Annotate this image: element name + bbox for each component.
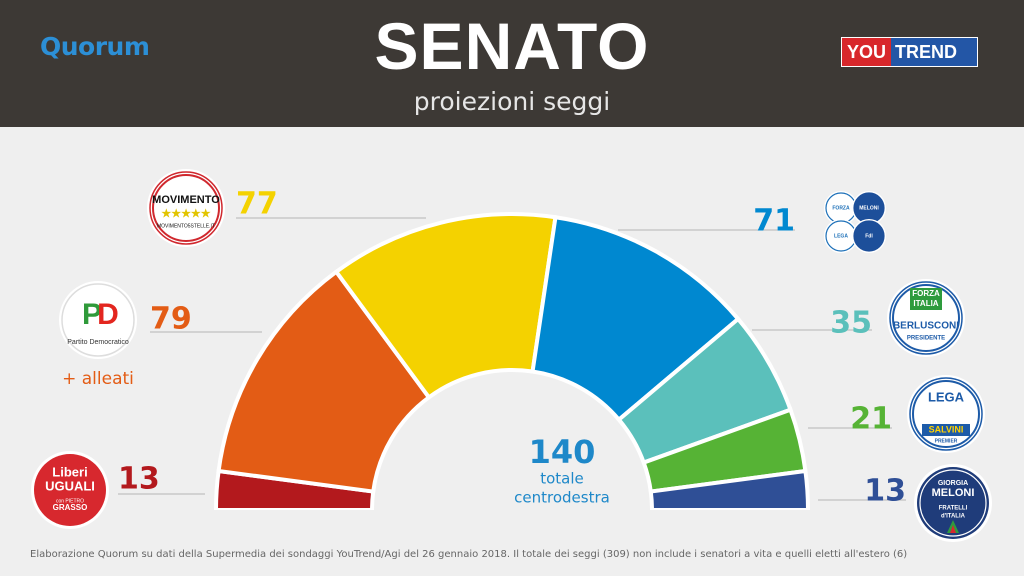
logo-ring (912, 380, 980, 448)
logo-text: MELONI (859, 205, 879, 211)
logo-text: LEGA (834, 233, 848, 239)
logo-text: Partito Democratico (67, 339, 129, 346)
logo-text: MELONI (932, 487, 975, 499)
logo-text: SALVINI (929, 424, 964, 434)
logo-text: ★★★★★ (161, 208, 210, 220)
hemicycle-segment (333, 212, 558, 401)
baseline-mask (210, 510, 814, 576)
quorum-logo: Quorum (40, 32, 150, 61)
value-label: 13 (118, 462, 160, 497)
page-title: SENATO (374, 9, 650, 83)
logo-ring (892, 284, 960, 352)
page-subtitle: proiezioni seggi (413, 87, 611, 116)
logo-text: LEGA (928, 389, 965, 404)
total-label-line2: centrodestra (514, 489, 610, 507)
logo-text: D (97, 298, 119, 331)
logo-text: GIORGIA (938, 480, 968, 487)
logo-disc (853, 220, 885, 252)
party-note: + alleati (62, 369, 134, 389)
hemicycle-arcs (210, 212, 814, 576)
value-label: 79 (150, 302, 192, 337)
logo-text: PRESIDENTE (907, 336, 945, 342)
logo-text: P (82, 298, 102, 331)
logo-flag (910, 288, 942, 310)
value-label: 35 (830, 306, 872, 341)
logo-disc (61, 283, 135, 357)
value-label: 77 (236, 187, 278, 222)
youtrend-logo-trend: TREND (895, 42, 958, 62)
value-label: 71 (753, 204, 795, 239)
logo-text: FORZA (832, 205, 850, 211)
logo-disc (917, 467, 989, 539)
logo-text: FORZA (912, 289, 940, 298)
logo-text: UGUALI (45, 478, 95, 493)
logo-text: FdI (865, 233, 873, 239)
logo-disc (149, 171, 223, 245)
logo-disc (889, 281, 963, 355)
logo-text: FRATELLI (939, 506, 968, 512)
logo-ring (152, 174, 220, 242)
logo-text: MOVIMENTO5STELLE.IT (157, 223, 215, 229)
total-label-line1: totale (540, 470, 584, 488)
logo-text: BERLUSCONI (893, 321, 959, 332)
logo-band (922, 424, 970, 436)
logo-text: d'ITALIA (941, 514, 966, 520)
label-leader-lines (118, 217, 906, 501)
value-labels: 13 79 + alleati 77 71 35 21 13 (62, 187, 906, 509)
logo-text: ITALIA (913, 299, 938, 308)
logo-text: Liberi (52, 464, 87, 479)
logo-disc (34, 454, 106, 526)
logo-text: PREMIER (935, 438, 958, 444)
logo-ring (919, 469, 987, 537)
logo-text: con PIETRO (56, 498, 84, 504)
logo-text: MOVIMENTO (152, 194, 220, 206)
youtrend-logo-you: YOU (842, 38, 892, 66)
logo-text: GRASSO (53, 503, 88, 512)
value-label: 13 (864, 474, 906, 509)
footnote: Elaborazione Quorum su dati della Superm… (30, 549, 908, 560)
value-label: 21 (850, 402, 892, 437)
youtrend-logo: YOU TREND (841, 37, 978, 67)
total-value: 140 (529, 433, 596, 471)
logo-flame (950, 525, 956, 533)
